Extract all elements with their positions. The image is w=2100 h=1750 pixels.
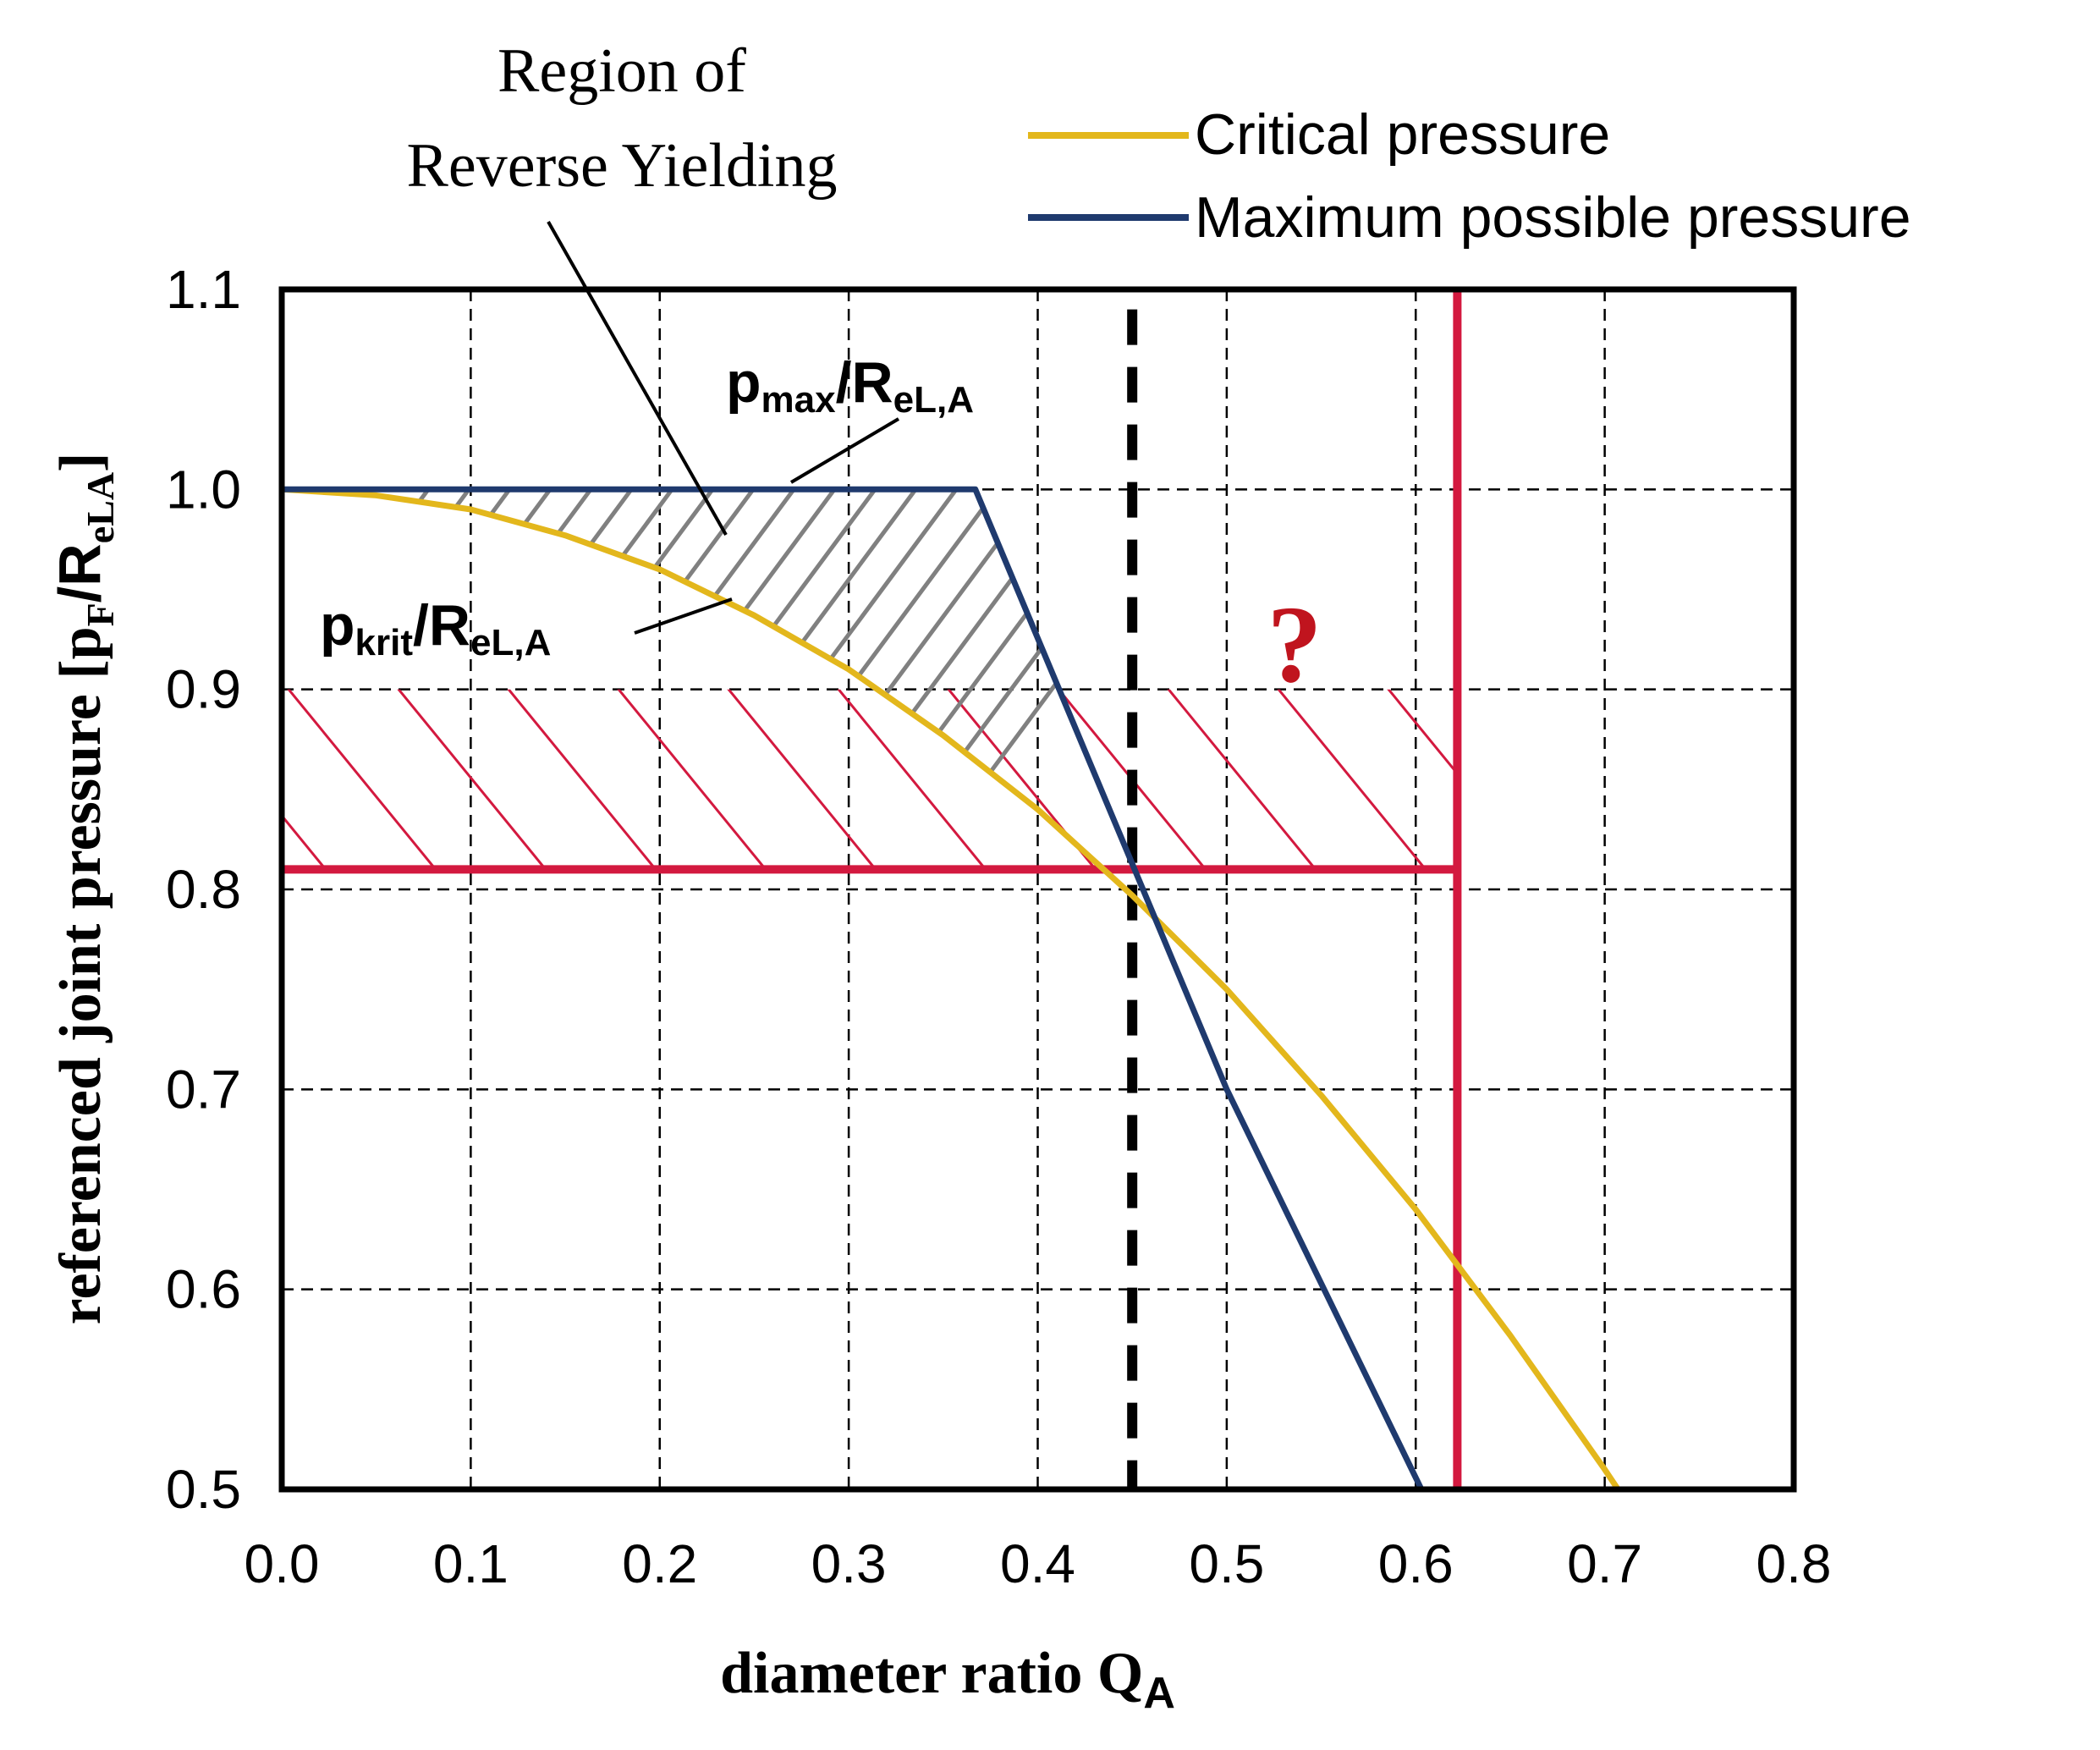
x-tick-label: 0.4: [1000, 1533, 1075, 1594]
x-tick-label: 0.0: [245, 1533, 320, 1594]
x-axis-title: diameter ratio QA: [720, 1641, 1175, 1718]
x-tick-label: 0.6: [1378, 1533, 1454, 1594]
question-mark: ?: [1267, 584, 1322, 706]
pmax-label: pmax/ReL,A: [726, 350, 974, 421]
critical-pressure-line: [282, 486, 1621, 1489]
red-hatch-line: [1380, 689, 1458, 870]
legend-label-max: Maximum possible pressure: [1195, 185, 1911, 250]
x-tick-label: 0.5: [1189, 1533, 1264, 1594]
red-hatch-line: [282, 689, 334, 870]
red-hatch-line: [500, 689, 664, 870]
red-hatch-line: [1270, 689, 1434, 870]
red-hatch-line: [282, 689, 444, 870]
legend-label-critical: Critical pressure: [1195, 102, 1610, 167]
legend: Critical pressure Maximum possible press…: [1028, 102, 1911, 250]
x-tick-label: 0.3: [811, 1533, 887, 1594]
x-tick-label: 0.8: [1756, 1533, 1832, 1594]
plot-frame: [278, 286, 1797, 1493]
y-tick-label: 0.9: [166, 659, 241, 720]
x-tick-label: 0.2: [622, 1533, 697, 1594]
red-hatch-line: [390, 689, 554, 870]
red-hatch-line: [830, 689, 994, 870]
y-axis-title: referenced joint pressure [pF/ReLA]: [47, 453, 122, 1325]
x-tick-labels: 0.0 0.1 0.2 0.3 0.4 0.5 0.6 0.7 0.8: [245, 1533, 1832, 1594]
pkrit-label: pkrit/ReL,A: [320, 593, 551, 663]
red-hatch-line: [1492, 681, 1652, 878]
y-tick-label: 1.1: [166, 259, 241, 320]
region-label-line1: Region of: [498, 36, 746, 106]
maximum-pressure-line: [282, 486, 1425, 1489]
grid-lines: [282, 289, 1794, 1489]
region-label-line2: Reverse Yielding: [407, 131, 838, 201]
x-tick-label: 0.1: [433, 1533, 509, 1594]
y-tick-label: 0.5: [166, 1459, 241, 1520]
y-tick-label: 0.6: [166, 1259, 241, 1320]
pkrit-pointer-line: [634, 597, 733, 635]
y-tick-label: 0.8: [166, 859, 241, 920]
pmax-pointer-line: [789, 417, 900, 484]
x-tick-label: 0.7: [1567, 1533, 1642, 1594]
region-pointer-line: [547, 221, 728, 536]
data-series: [282, 486, 1621, 1489]
y-tick-label: 0.7: [166, 1059, 241, 1120]
red-hatch-line: [1160, 689, 1324, 870]
y-tick-label: 1.0: [166, 459, 241, 520]
red-hatch-line: [1602, 681, 1762, 878]
y-tick-labels: 0.5 0.6 0.7 0.8 0.9 1.0 1.1: [166, 259, 241, 1520]
red-hatch-line: [610, 689, 774, 870]
red-hatch-line: [720, 689, 884, 870]
